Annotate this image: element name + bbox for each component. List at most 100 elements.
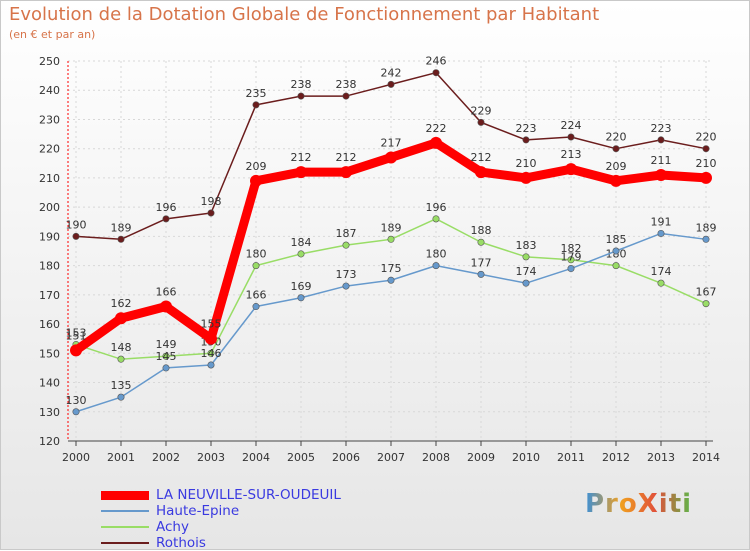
x-tick-label-2011: 2011 (557, 451, 585, 464)
data-point-haute-epine-2012 (612, 247, 620, 255)
y-tick-label-130: 130 (39, 406, 60, 419)
data-point-achy-2005 (297, 250, 305, 258)
data-label-haute-epine-2013: 191 (651, 215, 672, 228)
y-tick-label-230: 230 (39, 113, 60, 126)
data-point-la-neuville-sur-oudeuil-2013 (655, 169, 667, 181)
data-point-rothois-2008 (432, 69, 440, 77)
legend-swatch-rothois (101, 542, 149, 544)
data-label-haute-epine-2012: 185 (606, 233, 627, 246)
data-point-achy-2009 (477, 238, 485, 246)
data-label-la-neuville-sur-oudeuil-2011: 213 (561, 148, 582, 161)
data-label-achy-2001: 148 (111, 341, 132, 354)
data-label-rothois-2012: 220 (606, 131, 627, 144)
data-point-rothois-2006 (342, 92, 350, 100)
x-tick-label-2010: 2010 (512, 451, 540, 464)
data-label-rothois-2008: 246 (426, 55, 447, 68)
data-point-achy-2010 (522, 253, 530, 261)
x-tick-label-2004: 2004 (242, 451, 270, 464)
data-point-rothois-2010 (522, 136, 530, 144)
data-point-rothois-2002 (162, 215, 170, 223)
data-label-rothois-2011: 224 (561, 119, 582, 132)
data-label-haute-epine-2005: 169 (291, 280, 312, 293)
logo-text: ProXiti (585, 489, 693, 519)
data-label-achy-2002: 149 (156, 338, 177, 351)
data-point-haute-epine-2001 (117, 393, 125, 401)
x-tick-label-2009: 2009 (467, 451, 495, 464)
data-point-achy-2011 (567, 256, 575, 264)
data-point-haute-epine-2002 (162, 364, 170, 372)
data-point-la-neuville-sur-oudeuil-2008 (430, 136, 442, 149)
y-tick-label-220: 220 (39, 143, 60, 156)
data-label-achy-2000: 153 (66, 327, 87, 340)
data-point-achy-2007 (387, 235, 395, 243)
legend-label-haute-epine: Haute-Epine (156, 503, 240, 519)
data-point-achy-2014 (702, 300, 710, 308)
y-tick-label-210: 210 (39, 172, 60, 185)
data-label-la-neuville-sur-oudeuil-2014: 210 (696, 157, 717, 170)
x-tick-label-2013: 2013 (647, 451, 675, 464)
data-label-la-neuville-sur-oudeuil-2002: 166 (156, 286, 177, 299)
line-chart: 120 130 140 150 160 170 180 190 200 210 220 230 240 2… (39, 55, 720, 464)
y-tick-label-190: 190 (39, 230, 60, 243)
data-point-achy-2002 (162, 352, 170, 360)
data-label-la-neuville-sur-oudeuil-2010: 210 (516, 157, 537, 170)
data-label-achy-2006: 187 (336, 227, 357, 240)
data-label-rothois-2002: 196 (156, 201, 177, 214)
data-label-achy-2005: 184 (291, 236, 312, 249)
data-label-rothois-2014: 220 (696, 131, 717, 144)
legend-label-rothois: Rothois (156, 535, 206, 551)
data-label-haute-epine-2000: 130 (66, 394, 87, 407)
data-label-haute-epine-2011: 179 (561, 251, 582, 264)
data-point-la-neuville-sur-oudeuil-2005 (295, 166, 307, 179)
data-label-la-neuville-sur-oudeuil-2009: 212 (471, 151, 492, 164)
y-tick-label-170: 170 (39, 289, 60, 302)
data-label-achy-2004: 180 (246, 248, 267, 261)
data-label-rothois-2006: 238 (336, 78, 357, 91)
data-point-rothois-2000 (72, 232, 80, 240)
data-label-rothois-2010: 223 (516, 122, 537, 135)
data-label-haute-epine-2001: 135 (111, 379, 132, 392)
data-point-haute-epine-2007 (387, 276, 395, 284)
x-tick-label-2006: 2006 (332, 451, 360, 464)
y-tick-label-240: 240 (39, 84, 60, 97)
data-point-rothois-2004 (252, 101, 260, 109)
legend-swatch-haute-epine (101, 510, 149, 512)
data-label-achy-2010: 183 (516, 239, 537, 252)
data-point-la-neuville-sur-oudeuil-2011 (565, 163, 577, 176)
data-label-la-neuville-sur-oudeuil-2013: 211 (651, 154, 672, 167)
legend-swatch-achy (101, 526, 149, 528)
data-point-achy-2003 (207, 349, 215, 357)
data-point-rothois-2011 (567, 133, 575, 141)
x-tick-label-2014: 2014 (692, 451, 720, 464)
chart-title: Evolution de la Dotation Globale de Fonc… (9, 4, 600, 25)
data-point-achy-2008 (432, 215, 440, 223)
x-tick-label-2002: 2002 (152, 451, 180, 464)
data-label-haute-epine-2006: 173 (336, 268, 357, 281)
data-point-achy-2006 (342, 241, 350, 249)
data-point-rothois-2005 (297, 92, 305, 100)
data-point-haute-epine-2009 (477, 270, 485, 278)
data-point-haute-epine-2014 (702, 235, 710, 243)
data-point-haute-epine-2004 (252, 303, 260, 311)
data-point-la-neuville-sur-oudeuil-2004 (250, 174, 262, 187)
data-label-rothois-2013: 223 (651, 122, 672, 135)
data-point-la-neuville-sur-oudeuil-2014 (700, 171, 712, 184)
x-tick-label-2012: 2012 (602, 451, 630, 464)
data-point-achy-2012 (612, 262, 620, 270)
data-point-rothois-2012 (612, 145, 620, 153)
data-point-rothois-2001 (117, 235, 125, 243)
y-tick-label-160: 160 (39, 318, 60, 331)
data-label-rothois-2004: 235 (246, 87, 267, 100)
data-point-haute-epine-2008 (432, 262, 440, 270)
data-label-rothois-2007: 242 (381, 66, 402, 79)
data-label-la-neuville-sur-oudeuil-2000: 151 (66, 329, 87, 342)
x-tick-label-2005: 2005 (287, 451, 315, 464)
data-point-la-neuville-sur-oudeuil-2000 (70, 344, 82, 357)
data-point-la-neuville-sur-oudeuil-2002 (160, 300, 172, 313)
data-label-haute-epine-2003: 146 (201, 347, 222, 360)
data-label-haute-epine-2004: 166 (246, 289, 267, 302)
data-point-la-neuville-sur-oudeuil-2010 (520, 171, 532, 184)
data-point-la-neuville-sur-oudeuil-2009 (475, 166, 487, 179)
data-label-rothois-2009: 229 (471, 104, 492, 117)
